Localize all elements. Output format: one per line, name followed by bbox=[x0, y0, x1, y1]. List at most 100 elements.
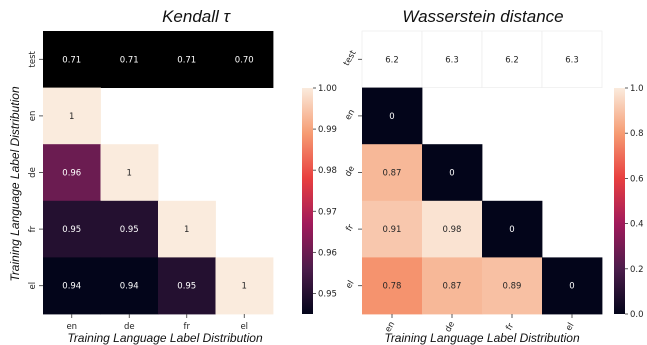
x-tick-label: en bbox=[383, 320, 397, 334]
cell-value-label: 0.94 bbox=[120, 282, 139, 292]
cell-value-label: 0.71 bbox=[120, 55, 139, 65]
y-tick-label: el bbox=[344, 279, 356, 291]
wasserstein-colorbar-ticks: 1.0 0.8 0.6 0.4 0.2 0.0 bbox=[625, 84, 644, 320]
cell-value-label: 0.71 bbox=[177, 55, 196, 65]
kendall-heatmap-panel: Kendall τ 0.71 0.71 0.71 0.70 1 0.96 1 0.95 0.95… bbox=[8, 7, 337, 345]
colorbar-tick-label: 0.4 bbox=[630, 220, 644, 230]
colorbar-tick-label: 0.96 bbox=[318, 248, 337, 258]
heatmap-cell bbox=[215, 31, 274, 88]
x-tick-label: de bbox=[124, 322, 135, 332]
x-tick-label: en bbox=[66, 322, 77, 332]
heatmap-cell bbox=[43, 257, 101, 315]
cell-value-label: 6.2 bbox=[505, 55, 519, 65]
y-tick-label: en bbox=[28, 111, 38, 122]
heatmap-cell bbox=[158, 200, 216, 258]
heatmap-cell bbox=[43, 200, 101, 258]
heatmap-cell bbox=[100, 257, 159, 315]
heatmap-cell bbox=[100, 31, 159, 88]
colorbar-tick-label: 0.2 bbox=[630, 265, 644, 275]
wasserstein-cells: 6.2 6.3 6.2 6.3 0 0.87 0 0.91 0.98 0 0.78 0.87 0.89 0 bbox=[361, 30, 603, 315]
cell-value-label: 0.94 bbox=[62, 282, 81, 292]
heatmap-cell bbox=[43, 144, 101, 202]
kendall-ylabel: Training Language Label Distribution bbox=[8, 86, 22, 282]
heatmap-cell bbox=[158, 31, 216, 88]
cell-value-label: 0.91 bbox=[383, 225, 402, 235]
heatmap-cell-border bbox=[541, 30, 603, 88]
cell-value-label: 0.87 bbox=[443, 282, 462, 292]
x-tick-label: el bbox=[564, 321, 576, 333]
kendall-colorbar-ticks: 1.00 0.99 0.98 0.97 0.96 0.95 bbox=[313, 84, 337, 299]
heatmap-cell bbox=[422, 31, 483, 88]
cell-value-label: 0.95 bbox=[120, 225, 139, 235]
heatmap-cell bbox=[215, 257, 274, 315]
kendall-y-ticks: test en de fr el bbox=[28, 50, 43, 289]
wasserstein-heatmap-panel: Wasserstein distance 6.2 6.3 6.2 6.3 0 0.87 0 0… bbox=[342, 7, 644, 345]
cell-value-label: 0.89 bbox=[503, 282, 522, 292]
heatmap-cell bbox=[43, 87, 101, 145]
heatmap-cell bbox=[542, 31, 603, 88]
heatmap-cell bbox=[362, 31, 423, 88]
kendall-x-ticks: en de fr el bbox=[66, 314, 248, 332]
cell-value-label: 6.3 bbox=[445, 55, 459, 65]
wasserstein-title: Wasserstein distance bbox=[402, 7, 563, 26]
colorbar-tick-label: 1.00 bbox=[318, 84, 337, 94]
y-tick-label: de bbox=[28, 167, 38, 178]
cell-value-label: 0.71 bbox=[62, 55, 81, 65]
kendall-title: Kendall τ bbox=[162, 7, 231, 26]
cell-value-label: 0.95 bbox=[62, 225, 81, 235]
cell-value-label: 0.98 bbox=[443, 225, 462, 235]
x-tick-label: el bbox=[240, 322, 248, 332]
cell-value-label: 0 bbox=[509, 225, 514, 235]
colorbar-tick-label: 0.0 bbox=[630, 310, 644, 320]
cell-value-label: 0.96 bbox=[62, 169, 81, 179]
kendall-colorbar bbox=[302, 88, 313, 314]
colorbar-tick-label: 0.98 bbox=[318, 166, 337, 176]
x-tick-label: de bbox=[443, 320, 457, 334]
heatmap-cell bbox=[482, 257, 543, 315]
colorbar-tick-label: 0.95 bbox=[318, 289, 337, 299]
colorbar-tick-label: 0.99 bbox=[318, 125, 337, 135]
colorbar-tick-label: 0.8 bbox=[630, 129, 644, 139]
y-tick-label: fr bbox=[28, 225, 38, 232]
kendall-xlabel: Training Language Label Distribution bbox=[67, 331, 263, 345]
cell-value-label: 0.95 bbox=[177, 282, 196, 292]
wasserstein-colorbar bbox=[614, 88, 625, 314]
colorbar-tick-label: 0.97 bbox=[318, 207, 337, 217]
heatmap-cell bbox=[362, 257, 423, 315]
heatmap-cell bbox=[100, 144, 159, 202]
heatmap-cell bbox=[362, 144, 423, 202]
heatmap-cell bbox=[43, 31, 101, 88]
y-tick-label: el bbox=[28, 282, 38, 290]
colorbar-tick-label: 1.0 bbox=[630, 84, 644, 94]
colorbar-tick-label: 0.6 bbox=[630, 174, 644, 184]
cell-value-label: 1 bbox=[127, 169, 132, 179]
x-tick-label: fr bbox=[184, 322, 191, 332]
heatmap-cell bbox=[158, 257, 216, 315]
cell-value-label: 0 bbox=[389, 112, 394, 122]
cell-value-label: 0 bbox=[569, 282, 574, 292]
wasserstein-xlabel: Training Language Label Distribution bbox=[384, 331, 580, 345]
wasserstein-x-ticks: en de fr el bbox=[383, 314, 576, 334]
y-tick-label: en bbox=[343, 108, 357, 122]
cell-value-label: 6.2 bbox=[385, 55, 399, 65]
cell-value-label: 1 bbox=[184, 225, 189, 235]
y-tick-label: test bbox=[342, 48, 359, 68]
heatmap-cell bbox=[362, 200, 423, 258]
cell-value-label: 6.3 bbox=[565, 55, 579, 65]
cell-value-label: 0.70 bbox=[235, 55, 254, 65]
cell-value-label: 0 bbox=[449, 169, 454, 179]
cell-value-label: 1 bbox=[242, 282, 247, 292]
wasserstein-y-ticks: test en de fr el bbox=[342, 48, 362, 290]
cell-value-label: 0.78 bbox=[383, 282, 402, 292]
y-tick-label: test bbox=[28, 50, 38, 67]
cell-value-label: 1 bbox=[69, 112, 74, 122]
y-tick-label: de bbox=[343, 164, 357, 178]
heatmap-cell bbox=[422, 200, 483, 258]
y-tick-label: fr bbox=[344, 222, 356, 233]
heatmap-cell bbox=[542, 257, 603, 315]
heatmap-cell bbox=[362, 87, 423, 145]
heatmap-cell bbox=[482, 200, 543, 258]
heatmap-cell bbox=[422, 257, 483, 315]
heatmap-cell bbox=[422, 144, 483, 202]
